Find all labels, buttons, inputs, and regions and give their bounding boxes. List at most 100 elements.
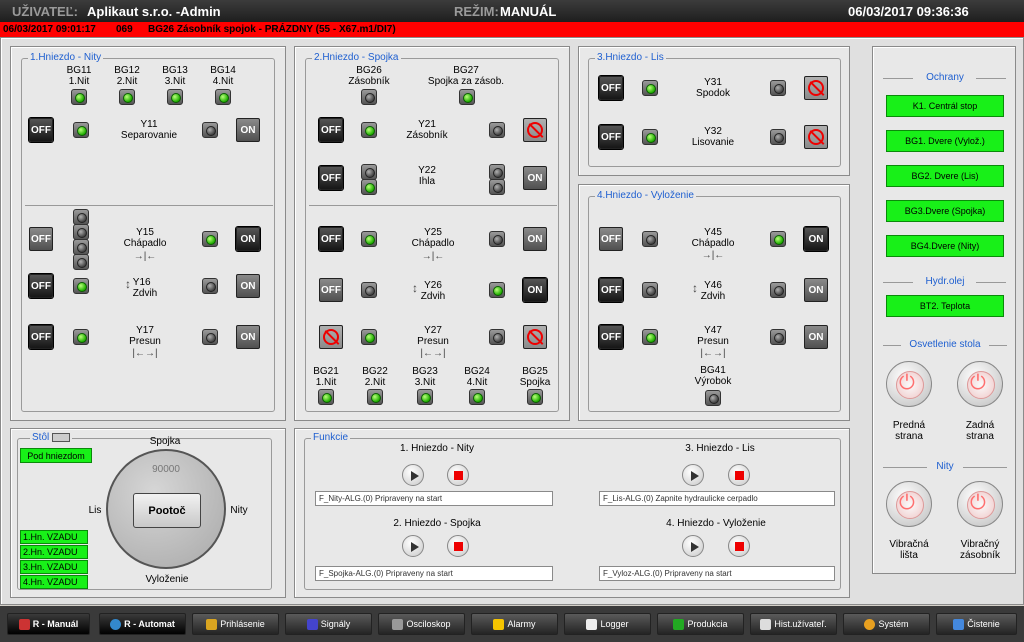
- y11-off-button[interactable]: OFF: [29, 118, 53, 142]
- label-y32: Y32 Lisovanie: [691, 126, 735, 148]
- lamp-y22-a: [361, 164, 377, 180]
- divider: [963, 467, 1007, 468]
- y25-on-button[interactable]: ON: [523, 227, 547, 251]
- label-vibl: Vibračná lišta: [889, 539, 929, 561]
- y17-off-button[interactable]: OFF: [29, 325, 53, 349]
- monitor-icon: [953, 618, 965, 630]
- lamp-bg23: [417, 389, 433, 405]
- rotate-button[interactable]: Pootoč: [133, 493, 201, 528]
- lamp-y47-on: [770, 329, 786, 345]
- nav-oscilloscope-button[interactable]: Osciloskop: [378, 613, 465, 635]
- group-title: Funkcie: [311, 432, 351, 443]
- label-bg27: BG27 Spojka za zásob.: [427, 65, 505, 87]
- f4-stop-button[interactable]: [728, 535, 750, 557]
- label-f4: 4. Hniezdo - Vyloženie: [666, 518, 766, 529]
- nav-manual-button[interactable]: R - Manuál: [7, 613, 90, 635]
- datetime: 06/03/2017 09:36:36: [848, 4, 969, 19]
- table-icon: [52, 432, 71, 442]
- y22-on-button[interactable]: ON: [523, 166, 547, 190]
- y27-off-disabled-button[interactable]: [319, 325, 343, 349]
- f3-start-button[interactable]: [682, 464, 704, 486]
- user-label: UŽIVATEĽ:: [12, 4, 78, 19]
- lamp-bg26: [361, 89, 377, 105]
- y11-on-button[interactable]: ON: [236, 118, 260, 142]
- y22-off-button[interactable]: OFF: [319, 166, 343, 190]
- lamp-y25-on: [489, 231, 505, 247]
- label-y11: Y11 Separovanie: [120, 119, 178, 141]
- y46-off-button[interactable]: OFF: [599, 278, 623, 302]
- y26-off-button[interactable]: OFF: [319, 278, 343, 302]
- status-pod-hniezdom: Pod hniezdom: [20, 448, 92, 463]
- y47-on-button[interactable]: ON: [804, 325, 828, 349]
- y17-on-button[interactable]: ON: [236, 325, 260, 349]
- nav-cleaning-button[interactable]: Čistenie: [936, 613, 1017, 635]
- nav-automat-button[interactable]: R - Automat: [99, 613, 186, 635]
- y15-off-button[interactable]: OFF: [29, 227, 53, 251]
- nav-alarms-button[interactable]: Alarmy: [471, 613, 558, 635]
- group-title: Stôl: [30, 432, 73, 443]
- y21-on-disabled-button[interactable]: [523, 118, 547, 142]
- nav-signals-button[interactable]: Signály: [285, 613, 372, 635]
- y32-on-disabled-button[interactable]: [804, 125, 828, 149]
- label-y46: Y46 Zdvih: [700, 280, 726, 302]
- y15-on-button[interactable]: ON: [236, 227, 260, 251]
- y16-on-button[interactable]: ON: [236, 274, 260, 298]
- divider: [25, 205, 273, 206]
- f1-start-button[interactable]: [402, 464, 424, 486]
- y45-on-button[interactable]: ON: [804, 227, 828, 251]
- y31-off-button[interactable]: OFF: [599, 76, 623, 100]
- rear-light-power-button[interactable]: ⏻: [957, 361, 1003, 407]
- vibrating-hopper-power-button[interactable]: ⏻: [957, 481, 1003, 527]
- y46-on-button[interactable]: ON: [804, 278, 828, 302]
- y16-off-button[interactable]: OFF: [29, 274, 53, 298]
- lamp-bg21: [318, 389, 334, 405]
- f4-start-button[interactable]: [682, 535, 704, 557]
- power-icon: ⏻: [970, 372, 986, 394]
- y27-on-disabled-button[interactable]: [523, 325, 547, 349]
- y47-off-button[interactable]: OFF: [599, 325, 623, 349]
- y26-on-button[interactable]: ON: [523, 278, 547, 302]
- divider: [883, 282, 913, 283]
- nav-label: Systém: [878, 619, 909, 629]
- f3-stop-button[interactable]: [728, 464, 750, 486]
- alarm-bar[interactable]: 06/03/2017 09:01:17 069 BG26 Zásobník sp…: [0, 22, 1024, 37]
- lamp-y11-on: [202, 122, 218, 138]
- lamp-y15-on: [202, 231, 218, 247]
- f2-start-button[interactable]: [402, 535, 424, 557]
- y45-off-button[interactable]: OFF: [599, 227, 623, 251]
- y21-off-button[interactable]: OFF: [319, 118, 343, 142]
- nav-production-button[interactable]: Produkcia: [657, 613, 744, 635]
- group-funkcie: Funkcie: [304, 432, 841, 590]
- label-y17: Y17 Presun: [129, 325, 161, 347]
- label-y21: Y21 Zásobník: [406, 119, 448, 141]
- nav-system-button[interactable]: Systém: [843, 613, 930, 635]
- mode-value: MANUÁL: [500, 4, 557, 19]
- lamp-bg24: [469, 389, 485, 405]
- divider: [976, 78, 1006, 79]
- nav-login-button[interactable]: Prihlásenie: [192, 613, 279, 635]
- lamp-y22-b: [361, 179, 377, 195]
- status-hn4-back: 4.Hn. VZADU: [20, 575, 88, 589]
- lamp-y15-b: [73, 224, 89, 240]
- y31-on-disabled-button[interactable]: [804, 76, 828, 100]
- y25-off-button[interactable]: OFF: [319, 227, 343, 251]
- alarm-time: 06/03/2017 09:01:17: [3, 24, 96, 35]
- nav-logger-button[interactable]: Logger: [564, 613, 651, 635]
- nav-user-history-button[interactable]: Hist.užívateľ.: [750, 613, 837, 635]
- vibrating-rail-power-button[interactable]: ⏻: [886, 481, 932, 527]
- y32-off-button[interactable]: OFF: [599, 125, 623, 149]
- label-f3: 3. Hniezdo - Lis: [685, 443, 755, 454]
- label-osvetlenie: Osvetlenie stola: [909, 339, 981, 350]
- label-bg14: BG14 4.Nit: [210, 65, 236, 87]
- panel-funkcie: Funkcie 1. Hniezdo - Nity F_Nity-ALG.(0)…: [294, 428, 850, 598]
- lamp-y32-off: [642, 129, 658, 145]
- lamp-bg41: [705, 390, 721, 406]
- front-light-power-button[interactable]: ⏻: [886, 361, 932, 407]
- lamp-y46-off: [642, 282, 658, 298]
- label-bg25: BG25 Spojka: [519, 366, 551, 388]
- status-hn1-back: 1.Hn. VZADU: [20, 530, 88, 544]
- lamp-y26-off: [361, 282, 377, 298]
- document-icon: [586, 618, 598, 630]
- f1-stop-button[interactable]: [447, 464, 469, 486]
- f2-stop-button[interactable]: [447, 535, 469, 557]
